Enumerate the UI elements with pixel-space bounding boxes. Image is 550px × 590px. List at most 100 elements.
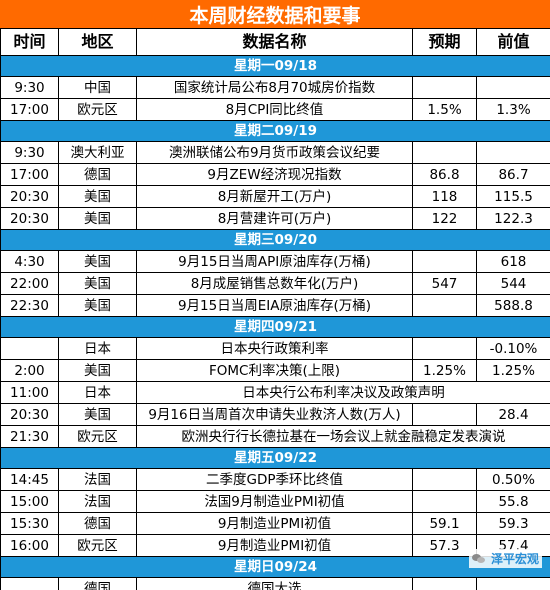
previous-cell: 122.3 <box>476 207 550 230</box>
name-cell: 9月16日当周首次申请失业救济人数(万人) <box>136 403 413 426</box>
previous-cell: 115.5 <box>476 185 550 208</box>
forecast-cell <box>412 141 477 164</box>
time-cell: 21:30 <box>0 425 59 448</box>
table-row: 11:00 日本 日本央行公布利率决议及政策声明 <box>0 381 550 404</box>
previous-cell: 28.4 <box>476 403 550 426</box>
table-row: 4:30 美国 9月15日当周API原油库存(万桶) 618 <box>0 250 550 273</box>
time-cell: 15:30 <box>0 512 59 535</box>
name-cell: 8月营建许可(万户) <box>136 207 413 230</box>
time-cell: 15:00 <box>0 490 59 513</box>
name-cell: 国家统计局公布8月70城房价指数 <box>136 76 413 99</box>
forecast-cell <box>412 490 477 513</box>
forecast-cell: 118 <box>412 185 477 208</box>
previous-cell <box>476 141 550 164</box>
region-cell: 德国 <box>58 577 137 590</box>
time-cell: 11:00 <box>0 381 59 404</box>
time-cell: 20:30 <box>0 185 59 208</box>
day-label: 星期日09/24 <box>0 556 550 578</box>
previous-cell <box>476 577 550 590</box>
name-cell: 9月制造业PMI初值 <box>136 534 413 557</box>
previous-cell: 55.8 <box>476 490 550 513</box>
previous-cell: 0.50% <box>476 468 550 491</box>
region-cell: 德国 <box>58 163 137 186</box>
time-cell: 4:30 <box>0 250 59 273</box>
region-cell: 美国 <box>58 250 137 273</box>
table-row: 21:30 欧元区 欧洲央行行长德拉基在一场会议上就金融稳定发表演说 <box>0 425 550 448</box>
time-cell: 20:30 <box>0 207 59 230</box>
name-cell: 法国9月制造业PMI初值 <box>136 490 413 513</box>
previous-cell: 544 <box>476 272 550 295</box>
time-cell <box>0 337 59 360</box>
watermark-text: 泽平宏观 <box>490 552 539 566</box>
forecast-cell: 122 <box>412 207 477 230</box>
table-row: 22:30 美国 9月15日当周EIA原油库存(万桶) 588.8 <box>0 294 550 317</box>
table-row: 16:00 欧元区 9月制造业PMI初值 57.3 57.4 <box>0 534 550 557</box>
day-label: 星期三09/20 <box>0 229 550 251</box>
table-row: 9:30 澳大利亚 澳洲联储公布9月货币政策会议纪要 <box>0 141 550 164</box>
time-cell <box>0 577 59 590</box>
name-cell: 二季度GDP季环比终值 <box>136 468 413 491</box>
region-cell: 美国 <box>58 272 137 295</box>
time-cell: 17:00 <box>0 98 59 121</box>
watermark: 泽平宏观 <box>468 549 542 568</box>
region-cell: 日本 <box>58 337 137 360</box>
name-cell: 8月新屋开工(万户) <box>136 185 413 208</box>
page-title: 本周财经数据和要事 <box>0 0 550 28</box>
table-row: 17:00 欧元区 8月CPI同比终值 1.5% 1.3% <box>0 98 550 121</box>
day-header-row: 星期四09/21 <box>0 316 550 338</box>
previous-cell: 1.3% <box>476 98 550 121</box>
previous-cell: 1.25% <box>476 359 550 382</box>
table-row: 20:30 美国 8月新屋开工(万户) 118 115.5 <box>0 185 550 208</box>
previous-cell: 86.7 <box>476 163 550 186</box>
forecast-cell <box>412 294 477 317</box>
header-forecast: 预期 <box>412 28 477 56</box>
forecast-cell: 59.1 <box>412 512 477 535</box>
wechat-icon <box>471 553 486 565</box>
name-cell: 9月ZEW经济现况指数 <box>136 163 413 186</box>
previous-cell: 618 <box>476 250 550 273</box>
table-row: 20:30 美国 9月16日当周首次申请失业救济人数(万人) 28.4 <box>0 403 550 426</box>
forecast-cell <box>412 577 477 590</box>
previous-cell: 59.3 <box>476 512 550 535</box>
time-cell: 14:45 <box>0 468 59 491</box>
forecast-cell: 86.8 <box>412 163 477 186</box>
calendar-table: 时间 地区 数据名称 预期 前值 星期一09/18 9:30 中国 国家统计局公布8月… <box>0 28 550 590</box>
region-cell: 美国 <box>58 359 137 382</box>
name-cell: 9月15日当周EIA原油库存(万桶) <box>136 294 413 317</box>
previous-cell <box>476 76 550 99</box>
name-cell: 澳洲联储公布9月货币政策会议纪要 <box>136 141 413 164</box>
region-cell: 美国 <box>58 294 137 317</box>
forecast-cell <box>412 250 477 273</box>
day-header-row: 星期一09/18 <box>0 55 550 77</box>
name-cell: 日本央行公布利率决议及政策声明 <box>136 381 550 404</box>
time-cell: 17:00 <box>0 163 59 186</box>
region-cell: 德国 <box>58 512 137 535</box>
region-cell: 美国 <box>58 403 137 426</box>
time-cell: 22:00 <box>0 272 59 295</box>
name-cell: 8月CPI同比终值 <box>136 98 413 121</box>
time-cell: 2:00 <box>0 359 59 382</box>
name-cell: 德国大选 <box>136 577 413 590</box>
name-cell: 欧洲央行行长德拉基在一场会议上就金融稳定发表演说 <box>136 425 550 448</box>
day-header-row: 星期三09/20 <box>0 229 550 251</box>
table-row: 14:45 法国 二季度GDP季环比终值 0.50% <box>0 468 550 491</box>
table-row: 日本 日本央行政策利率 -0.10% <box>0 337 550 360</box>
region-cell: 美国 <box>58 207 137 230</box>
time-cell: 22:30 <box>0 294 59 317</box>
day-header-row: 星期五09/22 <box>0 447 550 469</box>
region-cell: 澳大利亚 <box>58 141 137 164</box>
forecast-cell <box>412 468 477 491</box>
day-header-row: 星期二09/19 <box>0 120 550 142</box>
name-cell: 8月成屋销售总数年化(万户) <box>136 272 413 295</box>
header-time: 时间 <box>0 28 59 56</box>
name-cell: FOMC利率决策(上限) <box>136 359 413 382</box>
table-row: 15:00 法国 法国9月制造业PMI初值 55.8 <box>0 490 550 513</box>
name-cell: 9月15日当周API原油库存(万桶) <box>136 250 413 273</box>
name-cell: 日本央行政策利率 <box>136 337 413 360</box>
region-cell: 法国 <box>58 490 137 513</box>
time-cell: 9:30 <box>0 141 59 164</box>
forecast-cell: 57.3 <box>412 534 477 557</box>
forecast-cell <box>412 337 477 360</box>
table-row: 17:00 德国 9月ZEW经济现况指数 86.8 86.7 <box>0 163 550 186</box>
table-row: 22:00 美国 8月成屋销售总数年化(万户) 547 544 <box>0 272 550 295</box>
